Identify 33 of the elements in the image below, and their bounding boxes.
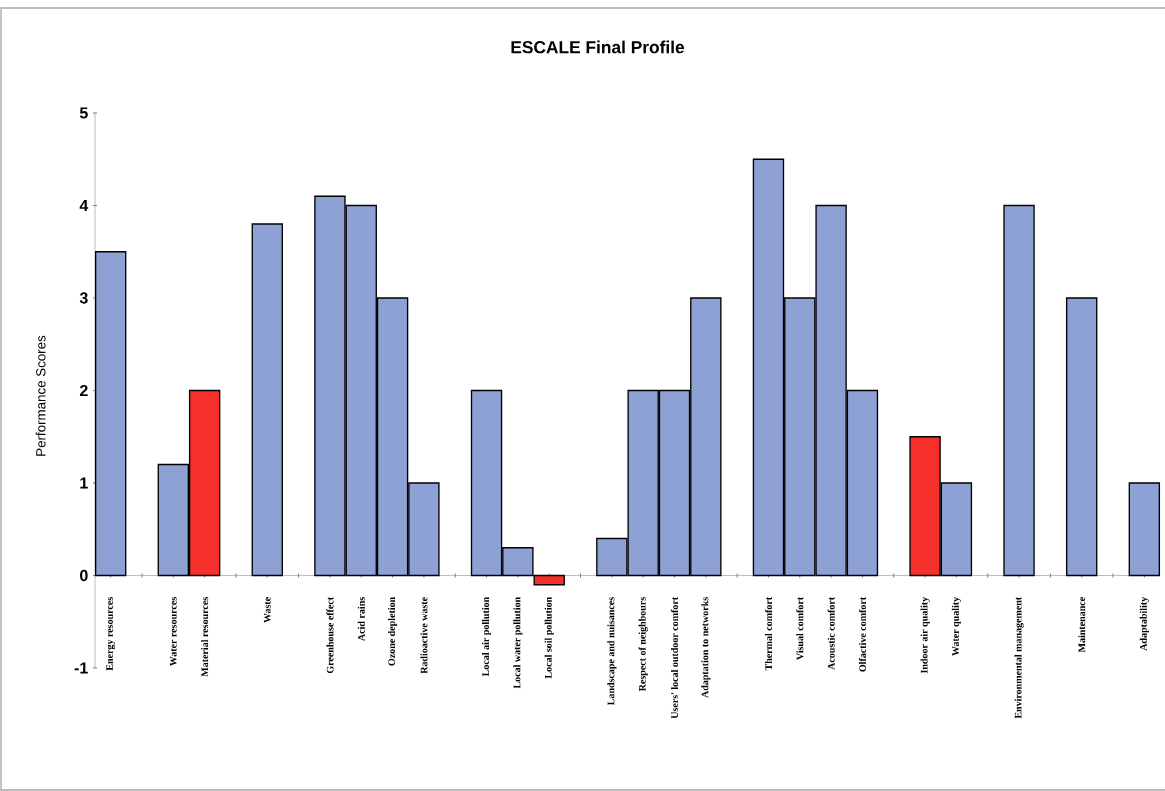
x-tick-label: Local air pollution xyxy=(482,597,492,677)
x-tick-label: Environmental management xyxy=(1014,596,1024,719)
x-tick-label: Olfactive comfort xyxy=(858,596,866,672)
x-tick-label: Users' local outdoor comfort xyxy=(670,596,679,719)
x-tick-label: Acoustic comfort xyxy=(827,596,835,670)
x-tick-label: Ozone depletion xyxy=(388,597,398,666)
x-tick-label: Acid rains xyxy=(357,597,365,641)
x-tick-label: Local water pollution xyxy=(513,597,523,689)
x-tick-label: Thermal comfort xyxy=(764,596,773,671)
chart-title: ESCALE Final Profile xyxy=(511,40,685,54)
y-tick-label: 0 xyxy=(80,569,88,582)
y-tick-label: 4 xyxy=(79,200,89,211)
y-tick-label: 3 xyxy=(79,292,88,304)
x-tick-label: Water resources xyxy=(169,597,177,667)
x-tick-label: Radioactive waste xyxy=(420,597,428,674)
y-tick-label: 1 xyxy=(80,477,88,489)
y-axis-title: Performance Scores xyxy=(35,335,46,456)
x-tick-label: Maintenance xyxy=(1078,597,1086,653)
x-tick-label: Material resources xyxy=(201,597,209,677)
x-tick-label: Local soil pollution xyxy=(544,597,554,679)
x-tick-label: Greenhouse effect xyxy=(326,596,334,674)
x-tick-label: Water quality xyxy=(951,596,961,656)
y-tick-label: 5 xyxy=(79,107,88,119)
x-tick-label: Adaptability xyxy=(1139,596,1149,651)
x-tick-label: Waste xyxy=(263,597,271,623)
x-tick-label: Respect of neighbours xyxy=(638,597,648,692)
x-tick-label: Visual comfort xyxy=(796,596,804,660)
y-tick-label: 2 xyxy=(79,384,88,397)
x-tick-label: Energy resources xyxy=(106,597,116,671)
x-tick-label: Indoor air quality xyxy=(920,596,930,674)
x-tick-label: Landscape and nuisances xyxy=(607,597,617,706)
y-tick-label: -1 xyxy=(74,662,88,674)
x-tick-label: Adaptation to networks xyxy=(701,597,711,698)
